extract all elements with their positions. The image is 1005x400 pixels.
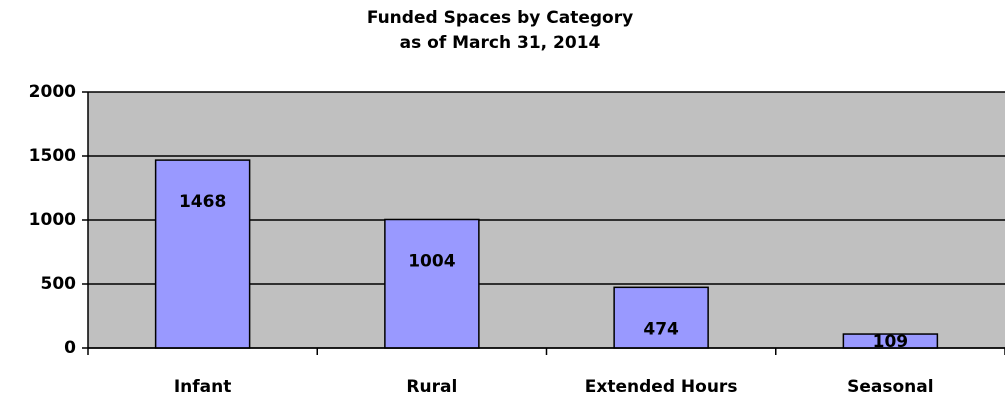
x-tick-label: Extended Hours (585, 377, 738, 397)
data-label: 1468 (179, 192, 226, 212)
data-label: 1004 (408, 251, 455, 271)
data-label: 109 (873, 332, 909, 352)
y-tick-label: 1000 (29, 210, 76, 230)
bar (154, 159, 251, 349)
chart-title: Funded Spaces by Category (367, 8, 633, 28)
bar (384, 218, 480, 349)
y-tick-label: 500 (41, 274, 77, 294)
x-tick-label: Seasonal (847, 377, 933, 397)
chart-subtitle: as of March 31, 2014 (400, 33, 601, 53)
y-tick-label: 1500 (29, 146, 76, 166)
x-tick-label: Rural (406, 377, 457, 397)
data-label: 474 (643, 319, 679, 339)
y-tick-label: 2000 (29, 82, 76, 102)
bar (613, 286, 709, 349)
y-tick-label: 0 (64, 338, 76, 358)
x-tick-label: Infant (174, 377, 232, 397)
